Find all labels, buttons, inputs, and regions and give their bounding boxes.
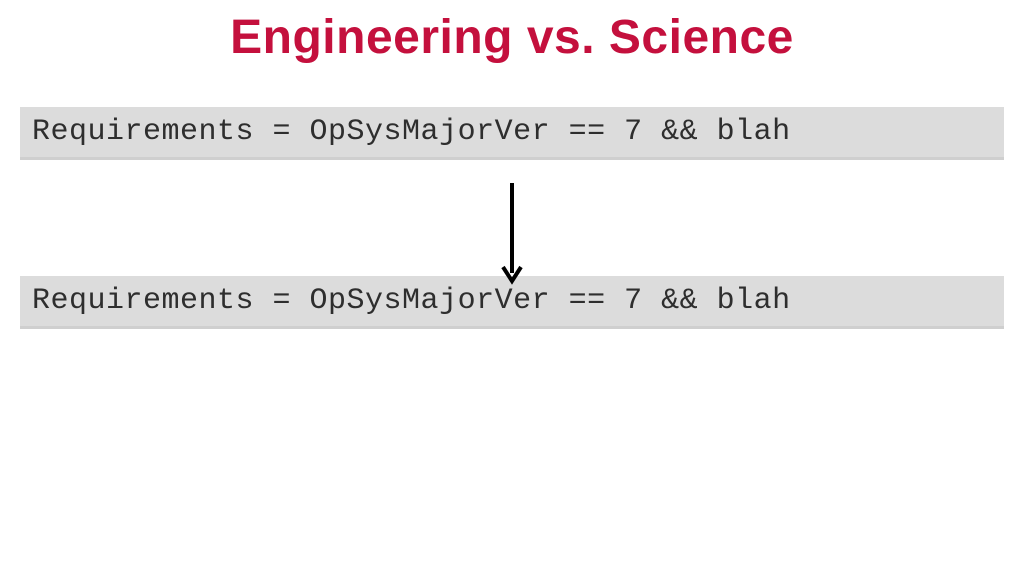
code-block-bottom: Requirements = OpSysMajorVer == 7 && bla… bbox=[20, 276, 1004, 329]
slide-title: Engineering vs. Science bbox=[0, 10, 1024, 65]
code-block-top: Requirements = OpSysMajorVer == 7 && bla… bbox=[20, 107, 1004, 160]
slide: Engineering vs. Science Requirements = O… bbox=[0, 0, 1024, 576]
